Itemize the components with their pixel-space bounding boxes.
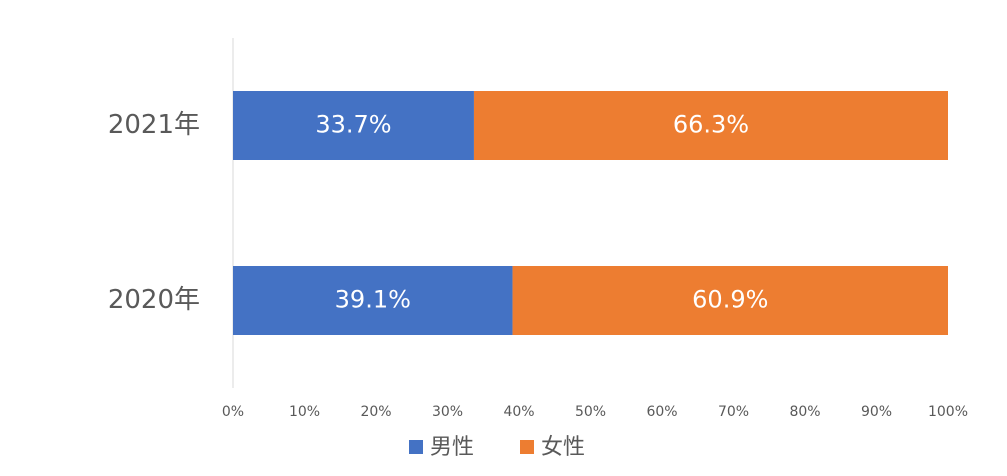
- x-tick-label: 30%: [432, 404, 463, 420]
- legend-label: 女性: [541, 435, 585, 460]
- x-tick-label: 50%: [575, 404, 606, 420]
- value-label: 33.7%: [315, 111, 391, 139]
- x-tick-label: 60%: [646, 404, 677, 420]
- category-label: 2020年: [108, 285, 200, 315]
- bar-segment: [233, 91, 474, 160]
- legend-label: 男性: [430, 435, 474, 460]
- bar-segment: [512, 266, 948, 335]
- value-label: 39.1%: [335, 286, 411, 314]
- x-tick-label: 20%: [360, 404, 391, 420]
- x-tick-label: 80%: [789, 404, 820, 420]
- x-tick-label: 90%: [861, 404, 892, 420]
- bar-segment: [473, 91, 948, 160]
- legend-swatch: [409, 440, 423, 454]
- x-tick-label: 10%: [289, 404, 320, 420]
- category-label: 2021年: [108, 110, 200, 140]
- x-tick-label: 40%: [503, 404, 534, 420]
- value-label: 60.9%: [692, 286, 768, 314]
- value-label: 66.3%: [673, 111, 749, 139]
- x-tick-label: 100%: [928, 404, 968, 420]
- legend-swatch: [520, 440, 534, 454]
- x-tick-label: 70%: [718, 404, 749, 420]
- x-tick-label: 0%: [222, 404, 244, 420]
- bar-segment: [233, 266, 513, 335]
